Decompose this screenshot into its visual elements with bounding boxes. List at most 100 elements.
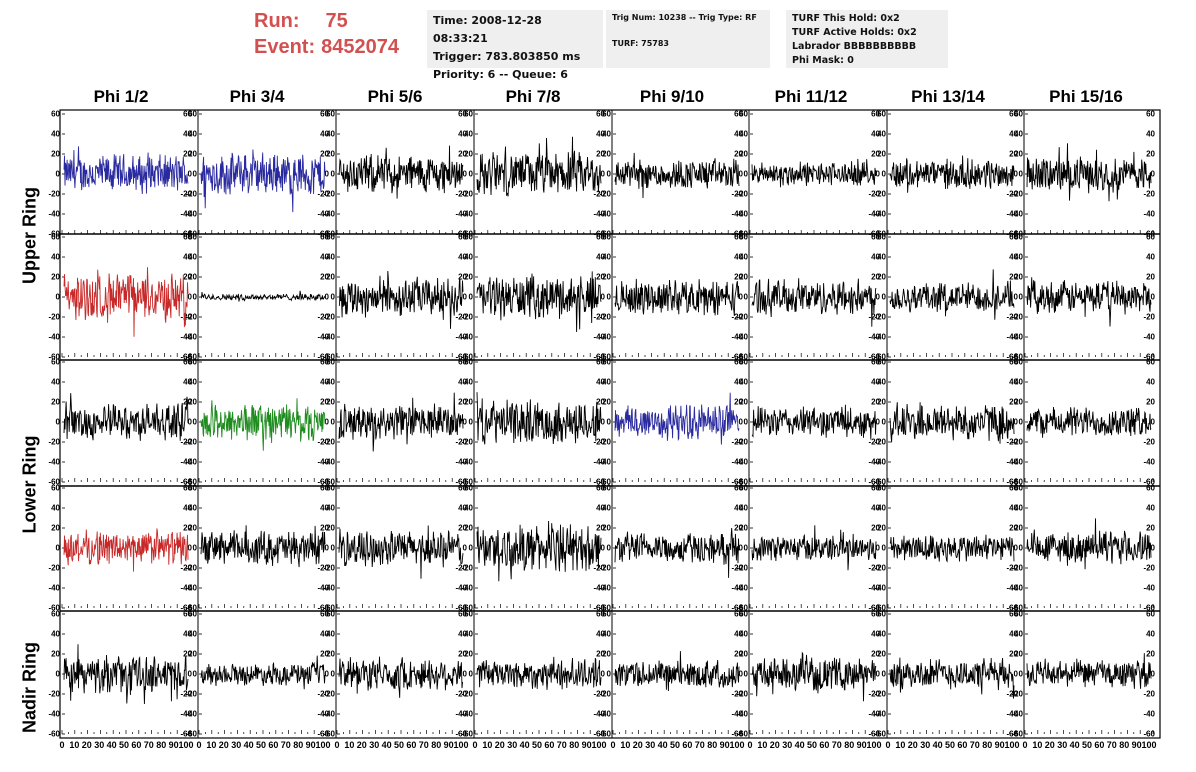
y-tick-label: 60 xyxy=(734,233,743,242)
y-tick-label: 60 xyxy=(871,358,880,367)
y-tick-label: -40 xyxy=(599,210,611,219)
y-tick-label: 20 xyxy=(51,398,60,407)
y-tick-label: -20 xyxy=(455,190,467,199)
y-tick-label: -40 xyxy=(180,333,192,342)
x-tick-label: 70 xyxy=(419,740,429,750)
y-tick-label: 40 xyxy=(188,253,197,262)
y-tick-label: 40 xyxy=(734,253,743,262)
y-tick-label: -20 xyxy=(599,190,611,199)
y-tick-label: -60 xyxy=(593,353,605,362)
y-tick-label: -20 xyxy=(731,438,743,447)
trig-num-text: Trig Num: 10238 -- Trig Type: RF xyxy=(612,13,757,22)
waveform-series xyxy=(751,525,877,571)
x-tick-label: 80 xyxy=(707,740,717,750)
y-tick-label: -40 xyxy=(1143,710,1155,719)
y-tick-label: -40 xyxy=(874,333,886,342)
x-tick-label: 50 xyxy=(670,740,680,750)
x-tick-label: 40 xyxy=(382,740,392,750)
y-tick-label: -40 xyxy=(461,584,473,593)
y-tick-label: 60 xyxy=(183,110,192,119)
waveform-series xyxy=(338,392,464,452)
y-tick-label: -20 xyxy=(180,564,192,573)
y-tick-label: -60 xyxy=(868,478,880,487)
x-tick-label: 20 xyxy=(770,740,780,750)
y-tick-label: -20 xyxy=(455,690,467,699)
y-tick-label: -60 xyxy=(317,353,329,362)
y-tick-label: -20 xyxy=(868,438,880,447)
y-tick-label: -40 xyxy=(317,333,329,342)
y-tick-label: -60 xyxy=(323,478,335,487)
y-tick-label: -60 xyxy=(736,478,748,487)
y-tick-label: -20 xyxy=(1006,190,1018,199)
y-tick-label: -20 xyxy=(185,190,197,199)
x-tick-label: 20 xyxy=(357,740,367,750)
x-tick-label: 100 xyxy=(1141,740,1156,750)
y-tick-label: 40 xyxy=(734,130,743,139)
y-tick-label: -60 xyxy=(185,730,197,739)
y-tick-label: -20 xyxy=(455,564,467,573)
y-tick-label: 0 xyxy=(882,293,887,302)
y-tick-label: -60 xyxy=(1006,478,1018,487)
y-tick-label: 20 xyxy=(602,273,611,282)
y-tick-label: 20 xyxy=(1146,524,1155,533)
y-tick-label: 60 xyxy=(458,610,467,619)
y-tick-label: 40 xyxy=(739,130,748,139)
y-tick-label: 40 xyxy=(596,630,605,639)
waveform-series xyxy=(200,655,326,690)
y-tick-label: 40 xyxy=(734,504,743,513)
y-tick-label: -20 xyxy=(868,313,880,322)
y-tick-label: 0 xyxy=(607,544,612,553)
y-tick-label: 40 xyxy=(326,504,335,513)
y-tick-label: -60 xyxy=(874,730,886,739)
y-tick-label: 20 xyxy=(1014,150,1023,159)
y-tick-label: -40 xyxy=(461,458,473,467)
x-tick-label: 0 xyxy=(59,740,64,750)
y-tick-label: 20 xyxy=(596,650,605,659)
y-tick-label: 40 xyxy=(871,504,880,513)
x-tick-label: 90 xyxy=(995,740,1005,750)
grid-frame xyxy=(59,109,1161,739)
x-tick-label: 90 xyxy=(857,740,867,750)
y-tick-label: -40 xyxy=(731,710,743,719)
y-tick-label: -60 xyxy=(736,604,748,613)
x-tick-label: 90 xyxy=(444,740,454,750)
y-tick-label: -40 xyxy=(1143,584,1155,593)
y-tick-label: -60 xyxy=(1006,353,1018,362)
y-tick-label: 40 xyxy=(877,504,886,513)
y-tick-label: 60 xyxy=(188,110,197,119)
y-tick-label: 60 xyxy=(464,358,473,367)
waveform-series xyxy=(200,398,326,451)
y-tick-label: 60 xyxy=(739,610,748,619)
y-tick-label: -60 xyxy=(1006,230,1018,239)
x-tick-label: 0 xyxy=(885,740,890,750)
y-tick-label: -60 xyxy=(455,604,467,613)
y-tick-label: 60 xyxy=(877,610,886,619)
y-tick-label: -20 xyxy=(317,690,329,699)
y-tick-label: 0 xyxy=(607,293,612,302)
y-tick-label: 20 xyxy=(734,650,743,659)
waveform-series xyxy=(614,392,740,445)
y-tick-label: 20 xyxy=(1146,650,1155,659)
y-tick-label: 20 xyxy=(183,650,192,659)
waveform-series xyxy=(1026,406,1152,438)
y-tick-label: 0 xyxy=(469,293,474,302)
y-tick-label: 20 xyxy=(739,273,748,282)
y-tick-label: -40 xyxy=(180,210,192,219)
y-tick-label: -60 xyxy=(48,478,60,487)
y-tick-label: 60 xyxy=(51,610,60,619)
x-tick-label: 70 xyxy=(832,740,842,750)
y-tick-label: 40 xyxy=(464,630,473,639)
y-tick-label: -60 xyxy=(317,230,329,239)
y-tick-label: -40 xyxy=(736,584,748,593)
y-tick-label: 20 xyxy=(596,150,605,159)
y-tick-label: 40 xyxy=(739,378,748,387)
waveform-series xyxy=(63,528,189,572)
y-tick-label: -60 xyxy=(1143,478,1155,487)
y-tick-label: 60 xyxy=(464,110,473,119)
y-tick-label: 60 xyxy=(871,233,880,242)
y-tick-label: 60 xyxy=(596,484,605,493)
y-tick-label: -40 xyxy=(1006,458,1018,467)
y-tick-label: -40 xyxy=(317,458,329,467)
column-header: Phi 7/8 xyxy=(505,87,561,106)
y-tick-label: 60 xyxy=(458,110,467,119)
